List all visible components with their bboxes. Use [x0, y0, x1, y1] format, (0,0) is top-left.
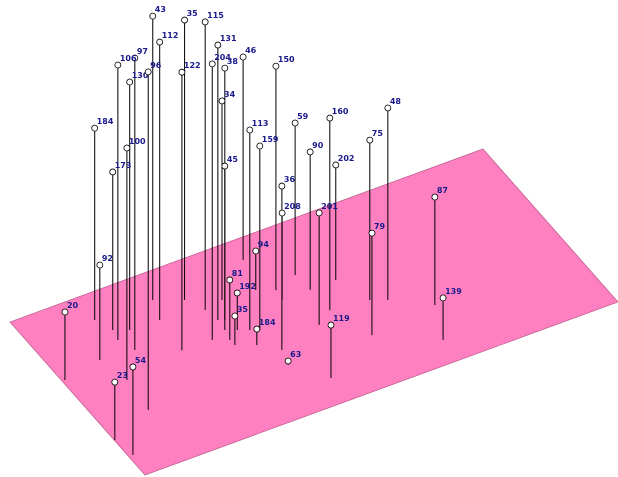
point-label: 59	[297, 112, 309, 121]
point	[109, 168, 117, 176]
point-label: 96	[150, 61, 162, 70]
point	[123, 144, 131, 152]
point	[226, 276, 234, 284]
point	[208, 60, 216, 68]
point-label: 34	[224, 90, 236, 99]
point	[144, 68, 152, 76]
point-label: 150	[278, 55, 295, 64]
point-label: 87	[437, 186, 448, 195]
point	[129, 363, 137, 371]
point-label: 112	[162, 31, 179, 40]
point-label: 106	[120, 54, 137, 63]
point-label: 54	[135, 356, 147, 365]
point-label: 35	[237, 305, 249, 314]
point	[126, 78, 134, 86]
point	[278, 209, 286, 217]
point-label: 79	[374, 222, 386, 231]
point	[233, 289, 241, 297]
point-label: 97	[137, 47, 148, 56]
point-label: 63	[290, 350, 301, 359]
point	[256, 142, 264, 150]
point-label: 192	[239, 282, 256, 291]
point-label: 159	[262, 135, 279, 144]
point	[384, 104, 392, 112]
point-label: 20	[67, 301, 79, 310]
point	[439, 294, 447, 302]
point	[214, 41, 222, 49]
point-label: 173	[115, 161, 132, 170]
point-label: 48	[390, 97, 402, 106]
point-label: 184	[259, 318, 276, 327]
point	[278, 182, 286, 190]
point-label: 115	[207, 11, 224, 20]
point	[326, 114, 334, 122]
point-label: 23	[117, 371, 128, 380]
point	[96, 261, 104, 269]
point	[239, 53, 247, 61]
point-label: 204	[214, 53, 231, 62]
point-label: 130	[132, 71, 149, 80]
point	[149, 12, 157, 20]
point	[61, 308, 69, 316]
point-label: 90	[312, 141, 324, 150]
point-label: 81	[232, 269, 244, 278]
point-label: 43	[155, 5, 166, 14]
point-label: 202	[338, 154, 355, 163]
point	[291, 119, 299, 127]
point	[156, 38, 164, 46]
point	[218, 97, 226, 105]
point	[431, 193, 439, 201]
point	[131, 54, 139, 62]
point	[332, 161, 340, 169]
point-label: 45	[227, 155, 239, 164]
point	[181, 16, 188, 24]
point-label: 35	[187, 9, 199, 18]
point-label: 46	[245, 46, 257, 55]
point-label: 184	[97, 117, 114, 126]
point-label: 201	[321, 202, 338, 211]
point	[221, 64, 229, 72]
point	[306, 148, 314, 156]
point-label: 38	[227, 57, 239, 66]
point	[178, 68, 186, 76]
point-label: 94	[258, 240, 270, 249]
point	[252, 247, 260, 255]
point-label: 139	[445, 287, 462, 296]
point-label: 75	[372, 129, 384, 138]
point-label: 160	[332, 107, 349, 116]
plane	[9, 148, 618, 476]
point-label: 208	[284, 202, 301, 211]
point	[246, 126, 254, 134]
point	[114, 61, 122, 69]
point	[284, 357, 292, 365]
point-label: 92	[102, 254, 113, 263]
point	[315, 209, 323, 217]
point	[368, 229, 376, 237]
point	[231, 312, 239, 320]
point-label: 100	[129, 137, 146, 146]
point	[91, 124, 99, 132]
point	[366, 136, 374, 144]
point-label: 113	[252, 119, 269, 128]
point-label: 122	[184, 61, 201, 70]
point	[201, 18, 209, 26]
point-label: 119	[333, 314, 350, 323]
point	[272, 62, 280, 70]
point	[253, 325, 261, 333]
point-label: 36	[284, 175, 296, 184]
point-label: 131	[220, 34, 237, 43]
point	[327, 321, 335, 329]
point	[111, 378, 119, 386]
point	[221, 162, 229, 170]
